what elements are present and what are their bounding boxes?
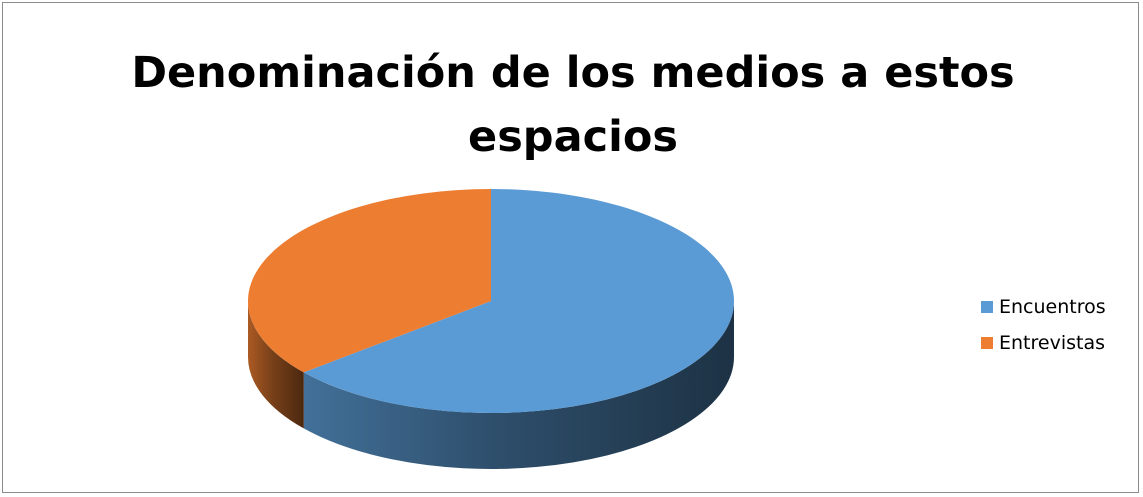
legend-swatch-entrevistas	[981, 337, 993, 349]
chart-title: Denominación de los medios a estos espac…	[3, 41, 1143, 169]
chart-title-line-2: espacios	[468, 112, 678, 162]
legend-swatch-encuentros	[981, 301, 993, 313]
legend-label-entrevistas: Entrevistas	[999, 332, 1105, 354]
chart-title-line-1: Denominación de los medios a estos	[131, 48, 1015, 98]
legend-label-encuentros: Encuentros	[999, 296, 1106, 318]
legend: Encuentros Entrevistas	[981, 293, 1106, 365]
pie-side-encuentros	[303, 301, 734, 469]
pie-chart	[247, 189, 734, 469]
pie-slice-encuentros	[303, 189, 734, 413]
pie-slice-entrevistas	[247, 189, 491, 373]
pie-side-entrevistas	[248, 301, 304, 429]
legend-item-entrevistas: Entrevistas	[981, 329, 1106, 357]
legend-item-encuentros: Encuentros	[981, 293, 1106, 321]
